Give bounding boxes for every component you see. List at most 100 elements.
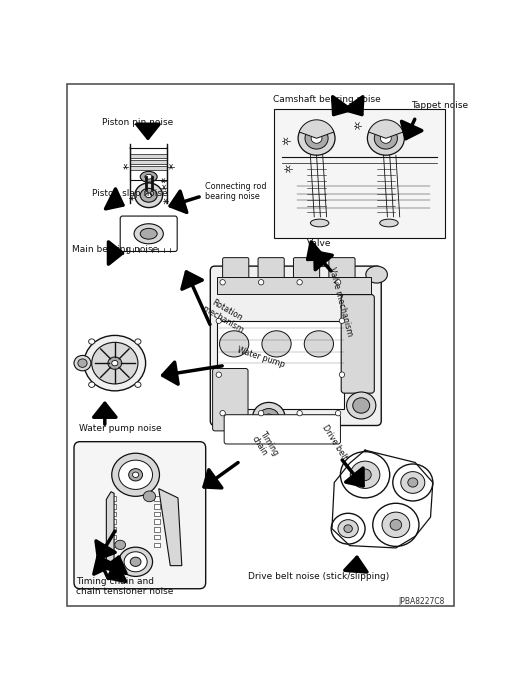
Ellipse shape [304,331,333,357]
Circle shape [259,410,264,416]
Text: Connecting rod
bearing noise: Connecting rod bearing noise [205,182,266,201]
Text: Piston slap noise: Piston slap noise [92,189,167,198]
Ellipse shape [84,335,146,391]
Ellipse shape [146,193,152,198]
Bar [154,504,160,509]
Ellipse shape [338,520,358,538]
Ellipse shape [374,127,397,149]
Ellipse shape [351,461,380,488]
Bar [109,497,116,501]
Text: Main bearing noise: Main bearing noise [73,246,158,254]
Ellipse shape [353,398,370,413]
FancyBboxPatch shape [329,258,355,282]
Circle shape [220,410,226,416]
Ellipse shape [88,339,95,344]
Ellipse shape [112,453,160,497]
Ellipse shape [135,382,141,387]
Bar [109,542,116,547]
Ellipse shape [145,174,152,179]
Ellipse shape [74,356,91,371]
Ellipse shape [108,357,122,369]
Circle shape [216,318,221,324]
Text: Timing
chain: Timing chain [249,429,280,462]
Circle shape [297,410,302,416]
Ellipse shape [88,382,95,387]
Ellipse shape [366,266,388,283]
Ellipse shape [140,188,157,202]
Bar [130,166,167,170]
Ellipse shape [112,360,118,366]
Ellipse shape [119,547,152,577]
Ellipse shape [119,460,152,490]
Wedge shape [299,120,334,138]
Bar [109,512,116,516]
Text: Drive belt: Drive belt [320,423,348,462]
Ellipse shape [140,228,157,239]
Ellipse shape [92,342,138,384]
Circle shape [216,372,221,378]
Bar [109,504,116,509]
Circle shape [335,280,341,285]
Ellipse shape [367,121,404,155]
Text: Valve: Valve [307,239,331,248]
Circle shape [259,280,264,285]
Ellipse shape [390,519,402,530]
Polygon shape [158,488,182,566]
Ellipse shape [379,219,398,227]
Ellipse shape [380,133,391,143]
Text: Water pump: Water pump [236,346,285,369]
Ellipse shape [346,392,376,419]
Bar [154,497,160,501]
FancyBboxPatch shape [120,216,177,252]
Bar [109,519,116,524]
Ellipse shape [124,552,147,572]
Polygon shape [106,492,114,570]
Ellipse shape [401,472,425,493]
Ellipse shape [259,408,279,425]
Bar [154,519,160,524]
Bar [154,512,160,516]
Ellipse shape [219,331,249,357]
Ellipse shape [265,414,273,420]
Ellipse shape [408,478,418,487]
Bar [217,321,344,409]
Bar [109,535,116,540]
Bar [130,160,167,163]
Ellipse shape [393,464,433,501]
Ellipse shape [298,121,335,155]
Bar [154,542,160,547]
Ellipse shape [340,451,390,498]
Text: JPBA8227C8: JPBA8227C8 [399,596,445,605]
Text: Rotation
mechanism: Rotation mechanism [200,295,250,334]
Circle shape [339,318,344,324]
FancyBboxPatch shape [224,415,340,444]
Ellipse shape [129,469,143,481]
Ellipse shape [359,469,371,481]
Ellipse shape [252,402,285,432]
Text: Valve mechanism: Valve mechanism [327,266,354,337]
Wedge shape [368,120,403,138]
FancyBboxPatch shape [213,369,248,431]
Text: Timing chain and
chain tensioner noise: Timing chain and chain tensioner noise [76,577,174,596]
Bar [154,527,160,531]
Ellipse shape [134,224,164,244]
Bar [130,154,167,157]
Ellipse shape [130,557,141,566]
Ellipse shape [382,512,410,538]
FancyBboxPatch shape [74,442,206,589]
Ellipse shape [78,359,87,367]
FancyBboxPatch shape [341,295,374,393]
FancyBboxPatch shape [294,258,320,282]
Ellipse shape [311,133,322,143]
Text: Tappet noise: Tappet noise [411,101,468,109]
FancyBboxPatch shape [223,258,249,282]
Ellipse shape [310,219,329,227]
Ellipse shape [135,339,141,344]
Ellipse shape [115,540,125,549]
Ellipse shape [373,503,419,547]
FancyBboxPatch shape [210,266,381,425]
Bar [154,535,160,540]
Ellipse shape [331,513,365,544]
Text: Camshaft bearing noise: Camshaft bearing noise [273,94,380,103]
Circle shape [297,280,302,285]
